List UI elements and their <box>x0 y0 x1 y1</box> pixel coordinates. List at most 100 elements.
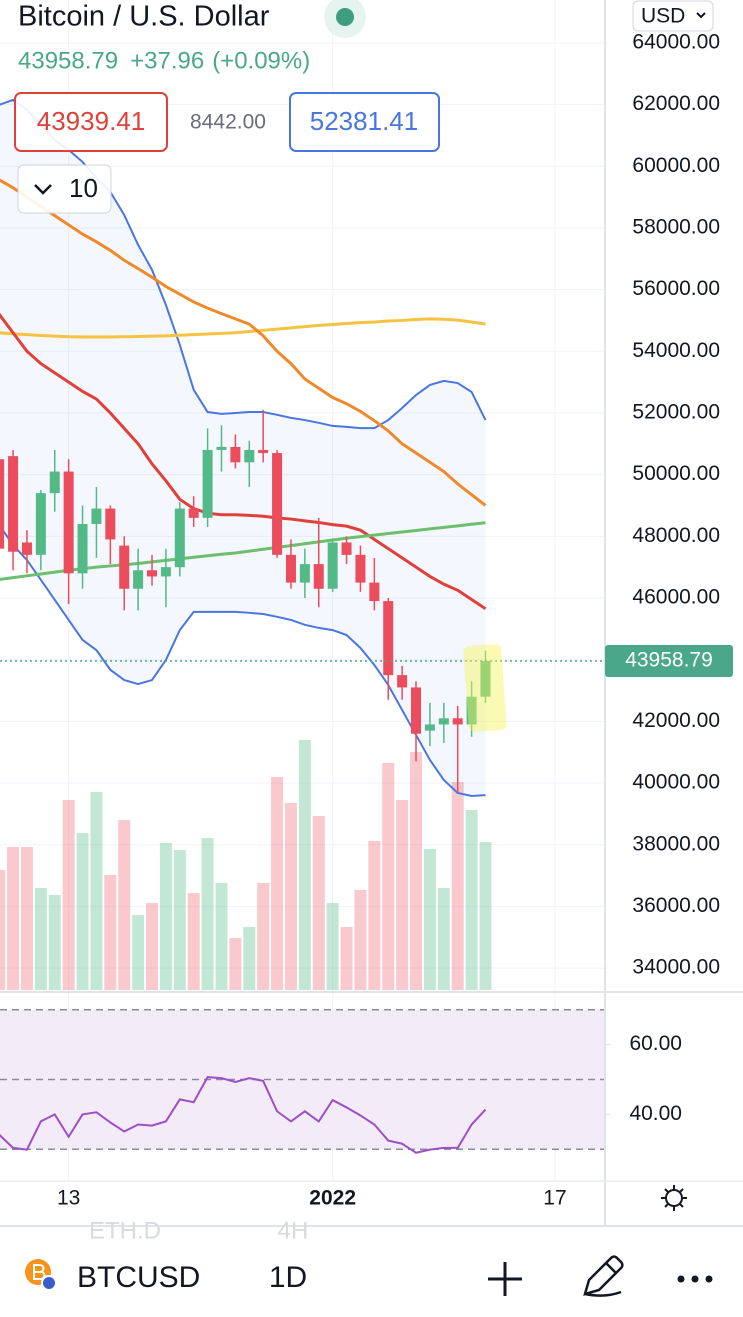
x-tick-label: 17 <box>543 1187 566 1210</box>
candle-body <box>438 718 449 725</box>
ma-line <box>0 178 487 507</box>
band-line <box>0 524 486 798</box>
volume-bar <box>396 800 409 990</box>
y-tick-label: 60.00 <box>629 1032 682 1055</box>
candle-body <box>383 601 394 676</box>
indicator-count: 10 <box>69 173 98 203</box>
band-line <box>0 98 487 430</box>
volume-bar <box>201 838 214 990</box>
candle-body <box>63 471 74 574</box>
y-tick-label: 50000.00 <box>632 462 720 485</box>
more-button[interactable] <box>677 1275 713 1283</box>
settings-icon[interactable] <box>661 1185 687 1211</box>
volume-bar <box>284 803 297 990</box>
plot-layer <box>0 0 605 1180</box>
volume-bar <box>146 903 159 990</box>
volume-bar <box>257 883 270 990</box>
volume-bar <box>451 782 464 990</box>
candle-body <box>21 542 32 555</box>
y-tick-label: 36000.00 <box>632 894 720 917</box>
volume-bar <box>132 915 145 990</box>
candle-body <box>480 660 491 697</box>
volume-bar <box>7 847 20 990</box>
y-tick-label: 48000.00 <box>632 524 720 547</box>
volume-bar <box>90 792 103 990</box>
candle-body <box>369 582 380 602</box>
indicator-box[interactable] <box>14 92 168 152</box>
last-price-label: 43958.79 <box>625 649 713 672</box>
volume-bar <box>173 850 186 990</box>
y-tick-label: 54000.00 <box>632 339 720 362</box>
candle-body <box>341 542 352 555</box>
volume-bar <box>479 842 492 990</box>
y-tick-label: 42000.00 <box>632 709 720 732</box>
volume-bar <box>48 895 61 990</box>
candle-body <box>244 449 255 463</box>
last-price: 43958.79 <box>18 47 118 74</box>
volume-bar <box>410 752 423 990</box>
volume-bar <box>34 888 47 990</box>
volume-bar <box>312 816 325 990</box>
candle-body <box>77 523 88 574</box>
candle-body <box>174 508 185 568</box>
y-tick-label: 40000.00 <box>632 771 720 794</box>
collapse-button[interactable] <box>17 164 112 214</box>
volume-bar <box>159 843 172 990</box>
candle-body <box>424 724 435 731</box>
candle-body <box>397 675 408 688</box>
coin-glyph <box>33 1264 46 1280</box>
y-tick-label: 34000.00 <box>632 956 720 979</box>
candle-body <box>188 508 199 518</box>
draw-button[interactable] <box>583 1255 624 1297</box>
ma-line <box>0 317 486 339</box>
candle-body <box>8 456 19 552</box>
add-button[interactable] <box>488 1262 522 1296</box>
candle-body <box>49 471 60 494</box>
volume-bar <box>118 820 131 990</box>
ghost-symbol: ETH.D <box>89 1217 161 1244</box>
indicator-box[interactable] <box>289 92 440 152</box>
candle-body <box>133 570 144 589</box>
price-change-pct: (+0.09%) <box>212 47 310 74</box>
price-change: +37.96 <box>130 47 204 74</box>
chevron <box>696 12 706 19</box>
volume-bar <box>368 841 381 990</box>
candle-body <box>105 508 116 540</box>
candle-body <box>452 718 463 725</box>
candle-body <box>35 493 46 555</box>
candle-body <box>466 696 477 725</box>
volume-bar <box>215 883 228 990</box>
indicator-value: 43939.41 <box>37 106 145 136</box>
volume-bar <box>340 927 353 990</box>
volume-bar <box>354 890 367 990</box>
candle-body <box>313 564 324 589</box>
candle-body <box>160 567 171 577</box>
y-tick-label: 46000.00 <box>632 586 720 609</box>
symbol[interactable]: BTCUSD <box>77 1261 200 1294</box>
chart-title: Bitcoin / U.S. Dollar <box>18 1 270 33</box>
volume-bar <box>437 888 450 990</box>
y-tick-label: 62000.00 <box>632 92 720 115</box>
x-tick-label: 2022 <box>309 1187 356 1210</box>
chevron <box>34 184 52 195</box>
volume-bar <box>243 927 256 990</box>
interval[interactable]: 1D <box>269 1261 307 1294</box>
rsi-line <box>0 1076 487 1154</box>
y-tick-label: 56000.00 <box>632 277 720 300</box>
candle-body <box>230 446 241 463</box>
x-tick-label: 13 <box>57 1187 80 1210</box>
volume-bar <box>423 849 436 990</box>
currency-button[interactable] <box>632 0 714 32</box>
highlight <box>463 644 507 732</box>
candle-body <box>91 508 102 524</box>
volume-bar <box>229 938 242 990</box>
volume-bar <box>62 800 75 990</box>
candle-body <box>119 545 130 589</box>
candle-body <box>411 687 422 734</box>
candle-body <box>216 446 227 450</box>
ghost-interval: 4H <box>278 1217 309 1244</box>
candle-body <box>147 570 158 577</box>
volume-bar <box>187 893 200 990</box>
